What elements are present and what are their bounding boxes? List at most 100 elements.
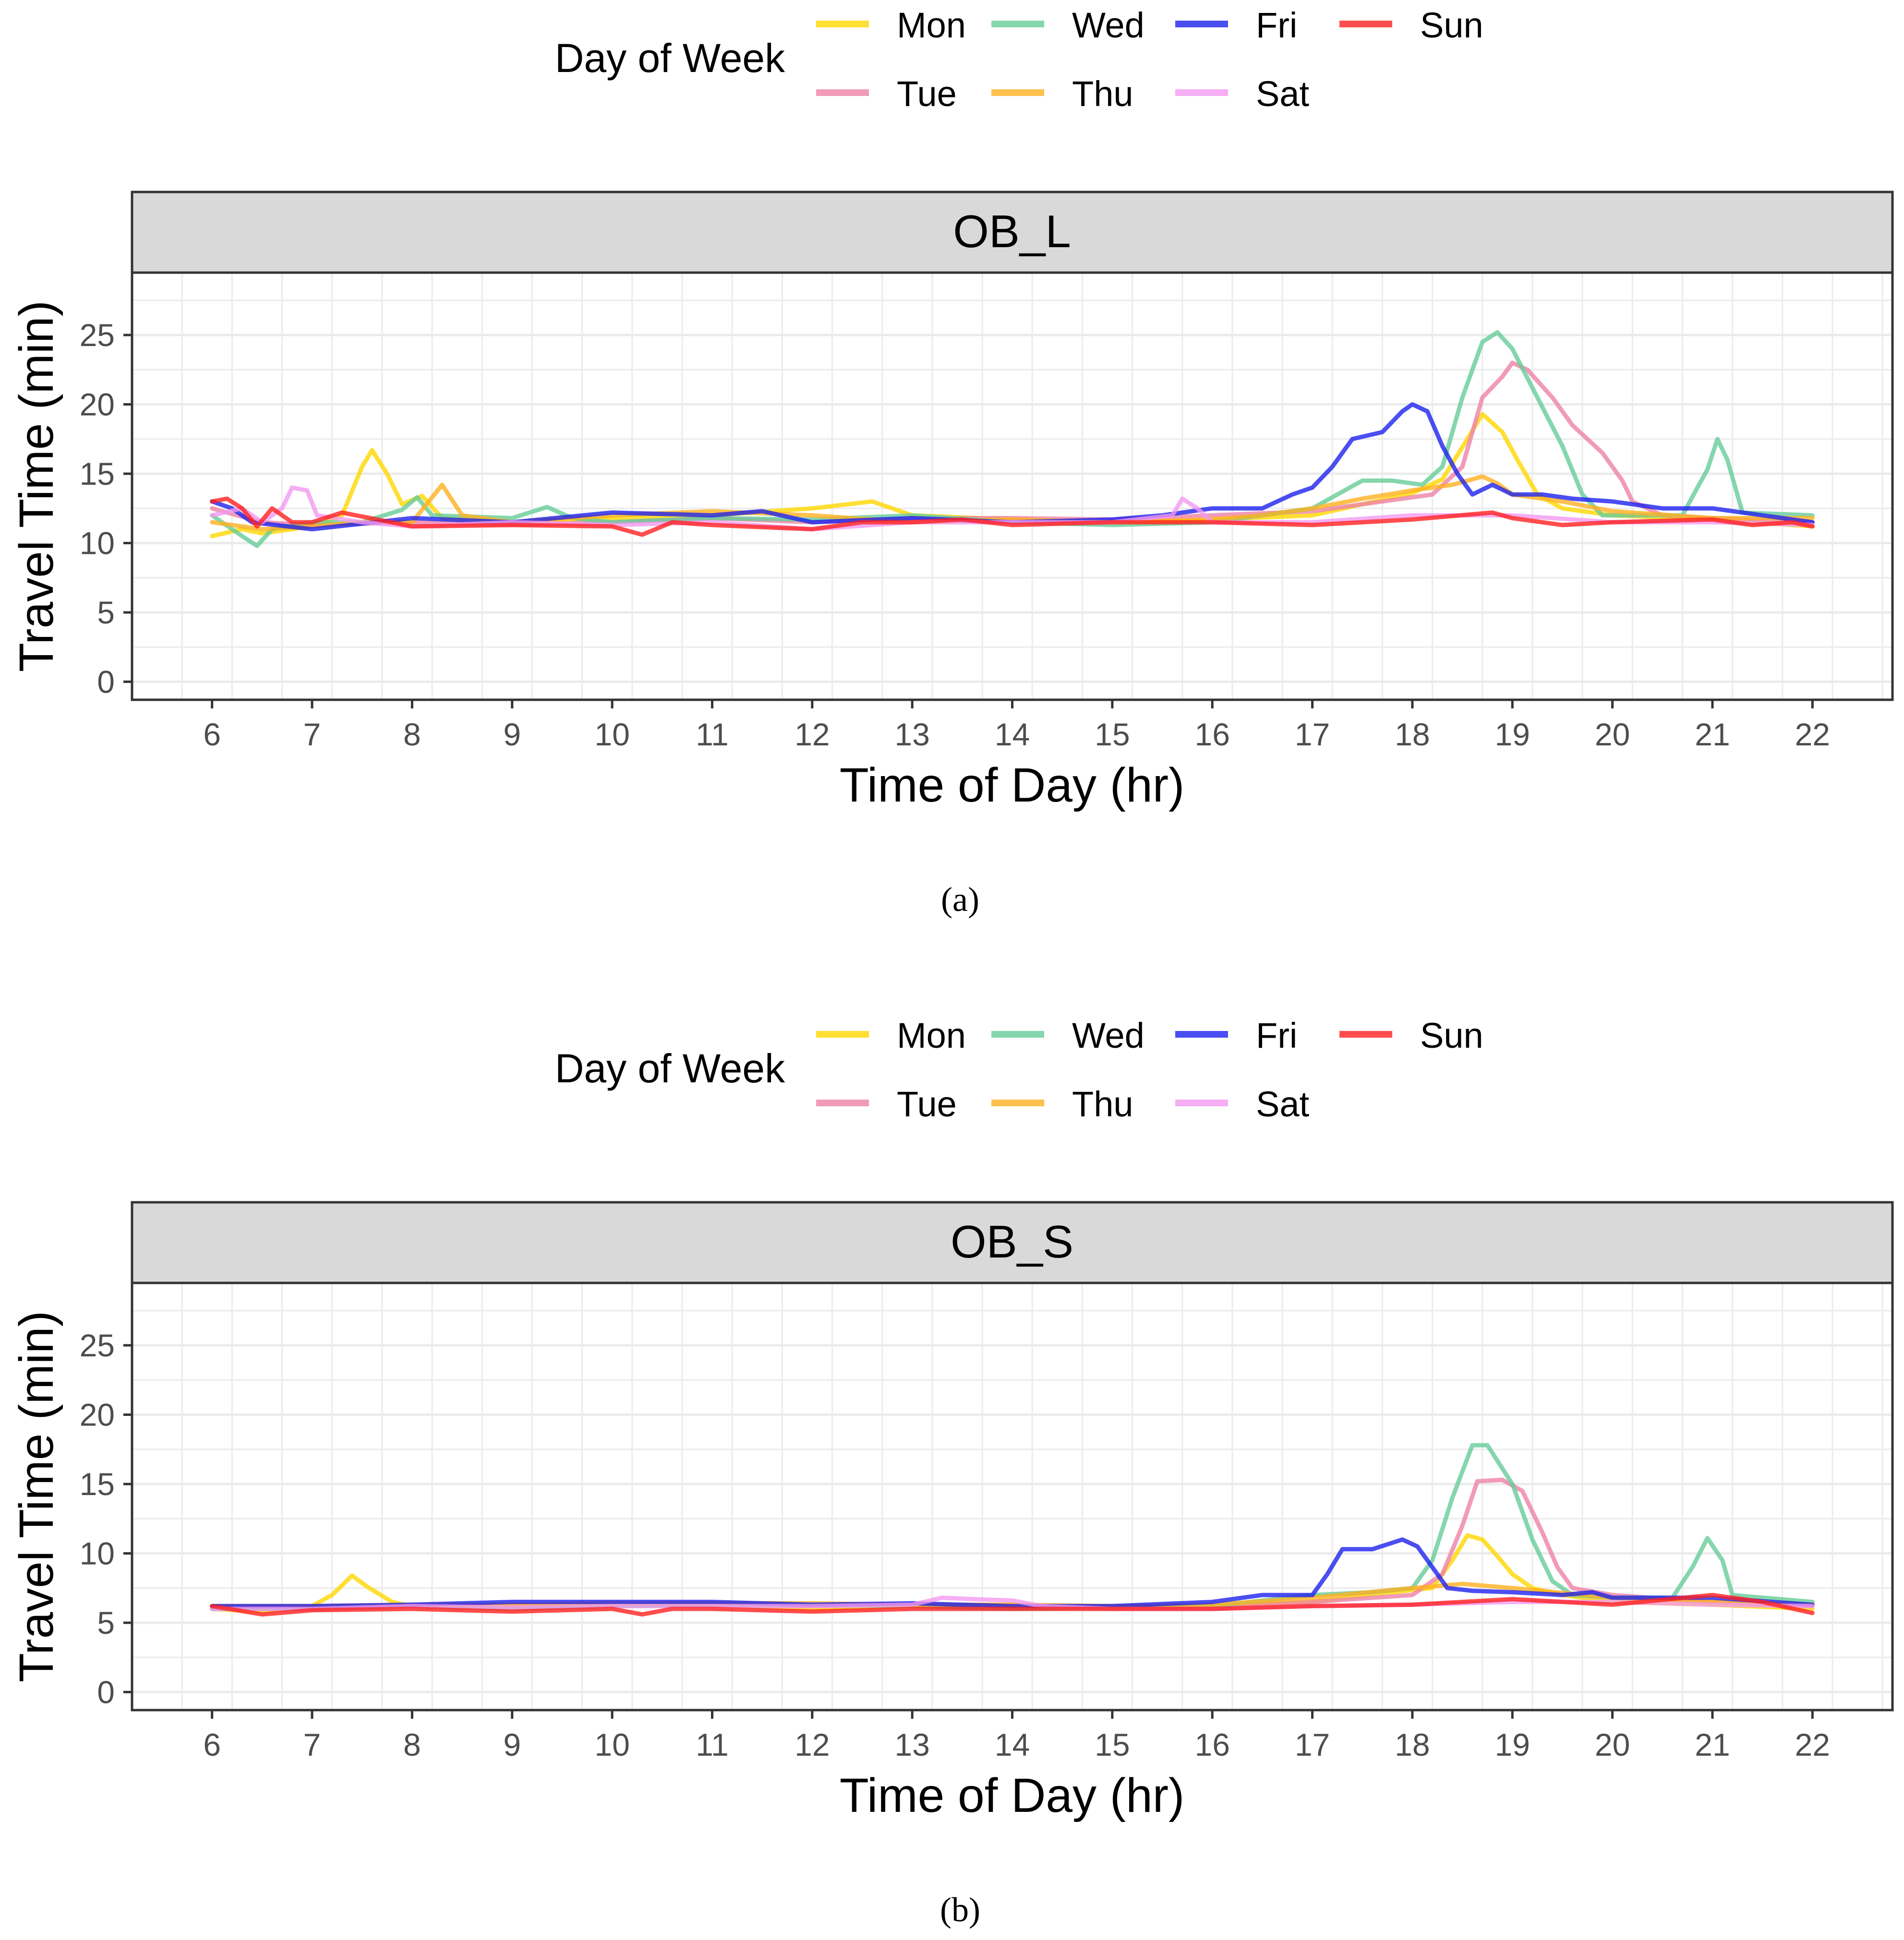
legend-label-tue: Tue [897, 74, 957, 114]
x-tick-label: 21 [1695, 1727, 1730, 1762]
x-axis-ticks: 6 7 8 9 10 11 12 13 14 15 16 17 18 19 20 21 22 [203, 700, 1830, 752]
series-lines [210, 330, 1815, 548]
panel-caption: (a) [941, 880, 979, 919]
legend-item-tue: Tue [816, 1084, 957, 1124]
x-tick-label: 10 [594, 717, 629, 752]
legend-item-sun: Sun [1339, 1016, 1483, 1055]
legend-label-mon: Mon [897, 5, 966, 45]
y-tick-label: 15 [80, 456, 115, 491]
x-tick-label: 18 [1395, 1727, 1430, 1762]
x-tick-label: 17 [1295, 1727, 1330, 1762]
legend-label-wed: Wed [1072, 5, 1145, 45]
legend-item-thu: Thu [991, 74, 1133, 114]
legend-item-thu: Thu [991, 1084, 1133, 1124]
series-lines [210, 1443, 1815, 1617]
y-tick-label: 10 [80, 1535, 115, 1571]
legend-item-wed: Wed [991, 1016, 1145, 1055]
x-tick-label: 16 [1194, 1727, 1229, 1762]
x-tick-label: 11 [696, 717, 729, 752]
x-tick-label: 16 [1194, 717, 1229, 752]
x-tick-label: 19 [1495, 1727, 1530, 1762]
y-tick-label: 5 [97, 1605, 115, 1641]
x-tick-label: 9 [503, 1727, 521, 1762]
legend-title: Day of Week [555, 1046, 785, 1091]
legend-item-mon: Mon [816, 5, 966, 45]
x-tick-label: 6 [203, 717, 221, 752]
x-tick-label: 14 [995, 717, 1030, 752]
y-tick-label: 5 [97, 595, 115, 630]
panel-b: Day of Week Mon Tue Wed Thu Fri [10, 1016, 1894, 1929]
x-tick-label: 22 [1795, 1727, 1830, 1762]
y-tick-label: 15 [80, 1466, 115, 1502]
series-line-fri [210, 402, 1815, 532]
legend-label-fri: Fri [1256, 1016, 1297, 1055]
x-tick-label: 7 [303, 1727, 321, 1762]
y-tick-label: 25 [80, 317, 115, 353]
facet-strip [131, 1201, 1894, 1284]
y-tick-label: 20 [80, 387, 115, 422]
x-tick-label: 12 [795, 717, 830, 752]
panel-a: Day of Week Mon Tue Wed Thu Fri [10, 5, 1894, 919]
x-tick-label: 19 [1495, 717, 1530, 752]
legend-label-fri: Fri [1256, 5, 1297, 45]
x-tick-label: 8 [403, 717, 421, 752]
legend-item-mon: Mon [816, 1016, 966, 1055]
legend: Day of Week Mon Tue Wed Thu Fri [555, 5, 1483, 114]
y-axis-ticks: 0 5 10 15 20 25 [80, 317, 132, 699]
x-tick-label: 12 [795, 1727, 830, 1762]
x-tick-label: 11 [696, 1727, 729, 1762]
legend-label-sat: Sat [1256, 1084, 1310, 1124]
x-tick-label: 6 [203, 1727, 221, 1762]
legend-item-sat: Sat [1175, 74, 1310, 114]
x-tick-label: 7 [303, 717, 321, 752]
legend-label-thu: Thu [1072, 1084, 1133, 1124]
legend-item-fri: Fri [1175, 5, 1297, 45]
y-axis-ticks: 0 5 10 15 20 25 [80, 1328, 132, 1710]
y-tick-label: 20 [80, 1397, 115, 1433]
legend-label-sat: Sat [1256, 74, 1310, 114]
series-line-sun [210, 496, 1815, 537]
x-tick-label: 15 [1095, 717, 1130, 752]
series-line-sat [210, 485, 1815, 532]
x-axis-ticks: 6 7 8 9 10 11 12 13 14 15 16 17 18 19 20 21 22 [203, 1710, 1830, 1762]
facet-label: OB_L [953, 206, 1071, 257]
legend-item-sat: Sat [1175, 1084, 1310, 1124]
panel-caption: (b) [940, 1891, 980, 1929]
x-tick-label: 18 [1395, 717, 1430, 752]
gridlines [132, 1283, 1892, 1710]
legend-label-sun: Sun [1420, 5, 1483, 45]
y-tick-label: 25 [80, 1328, 115, 1363]
series-line-fri [210, 1537, 1815, 1608]
y-tick-label: 0 [97, 664, 115, 699]
x-axis-title: Time of Day (hr) [840, 1769, 1185, 1822]
legend-label-sun: Sun [1420, 1016, 1483, 1055]
legend-item-tue: Tue [816, 74, 957, 114]
legend-label-wed: Wed [1072, 1016, 1145, 1055]
x-tick-label: 17 [1295, 717, 1330, 752]
x-axis-title: Time of Day (hr) [840, 758, 1185, 812]
legend-item-fri: Fri [1175, 1016, 1297, 1055]
legend-item-sun: Sun [1339, 5, 1483, 45]
legend-title: Day of Week [555, 36, 785, 81]
x-tick-label: 13 [894, 717, 929, 752]
legend-label-tue: Tue [897, 1084, 957, 1124]
series-line-sun [210, 1593, 1815, 1617]
facet-label: OB_S [951, 1216, 1073, 1268]
y-tick-label: 0 [97, 1674, 115, 1710]
series-line-sat [210, 1595, 1815, 1611]
x-tick-label: 20 [1595, 717, 1630, 752]
legend-item-wed: Wed [991, 5, 1145, 45]
legend-label-thu: Thu [1072, 74, 1133, 114]
plot-background [132, 273, 1892, 700]
legend: Day of Week Mon Tue Wed Thu Fri [555, 1016, 1483, 1124]
x-tick-label: 13 [894, 1727, 929, 1762]
x-tick-label: 15 [1095, 1727, 1130, 1762]
y-axis-title: Travel Time (min) [10, 1311, 63, 1682]
x-tick-label: 9 [503, 717, 521, 752]
plot-background [132, 1283, 1892, 1710]
x-tick-label: 10 [594, 1727, 629, 1762]
x-tick-label: 20 [1595, 1727, 1630, 1762]
x-tick-label: 21 [1695, 717, 1730, 752]
y-tick-label: 10 [80, 525, 115, 561]
